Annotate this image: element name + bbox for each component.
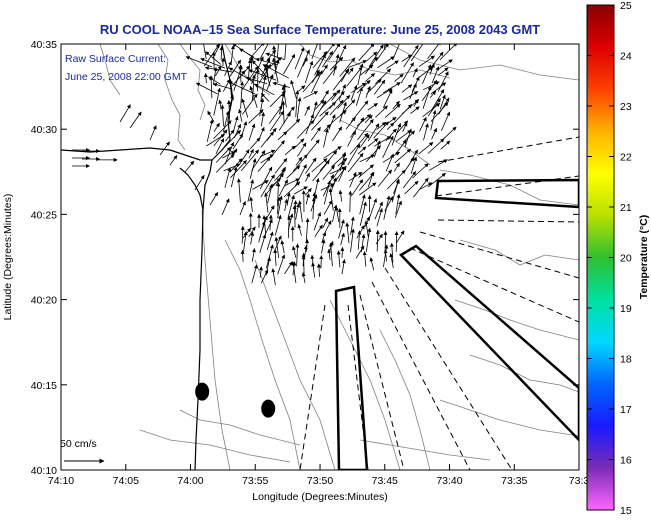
y-tick-label: 40:25 — [31, 209, 57, 221]
y-tick-label: 40:10 — [31, 465, 57, 477]
current-vector — [342, 247, 343, 257]
y-tick-label: 40:15 — [31, 380, 57, 392]
scale-label: 50 cm/s — [60, 438, 97, 450]
colorbar-tick-label: 21 — [620, 202, 632, 214]
current-vector — [396, 232, 397, 252]
colorbar-tick-label: 22 — [620, 152, 632, 164]
chart-title: RU COOL NOAA–15 Sea Surface Temperature:… — [100, 22, 540, 37]
x-tick-label: 73:55 — [242, 475, 268, 487]
current-vector — [385, 231, 386, 252]
colorbar-tick-label: 15 — [620, 505, 632, 517]
x-tick-label: 73:45 — [372, 475, 398, 487]
colorbar-tick-label: 25 — [620, 0, 632, 12]
current-vector — [321, 256, 322, 269]
colorbar-tick-label: 23 — [620, 101, 632, 113]
y-tick-label: 40:35 — [31, 39, 57, 51]
x-tick-label: 74:00 — [177, 475, 203, 487]
colorbar-tick-label: 24 — [620, 51, 632, 63]
dump-site-dot — [261, 400, 275, 418]
x-tick-label: 74:05 — [113, 475, 139, 487]
current-vector — [295, 201, 296, 214]
plot-area — [61, 33, 579, 471]
x-tick-label: 73:3 — [569, 475, 590, 487]
colorbar-tick-label: 19 — [620, 303, 632, 315]
colorbar-tick-label: 17 — [620, 404, 632, 416]
colorbar-tick-label: 20 — [620, 253, 632, 265]
x-tick-label: 73:40 — [436, 475, 462, 487]
colorbar-label: Temperature (°C) — [638, 215, 650, 300]
colorbar-tick-label: 16 — [620, 455, 632, 467]
y-axis-label: Latitude (Degrees:Minutes) — [2, 194, 14, 321]
dump-site-dot — [195, 383, 209, 401]
annotation-line1: Raw Surface Current: — [65, 53, 166, 65]
annotation-line2: June 25, 2008 22:00 GMT — [65, 71, 188, 83]
x-axis-label: Longitude (Degrees:Minutes) — [252, 491, 387, 503]
y-tick-label: 40:30 — [31, 124, 57, 136]
plot-background — [61, 44, 579, 470]
current-vector — [258, 69, 259, 91]
x-tick-label: 73:50 — [307, 475, 333, 487]
y-tick-label: 40:20 — [31, 295, 57, 307]
x-tick-label: 73:35 — [501, 475, 527, 487]
current-vector — [304, 253, 305, 275]
colorbar-tick-label: 18 — [620, 354, 632, 366]
